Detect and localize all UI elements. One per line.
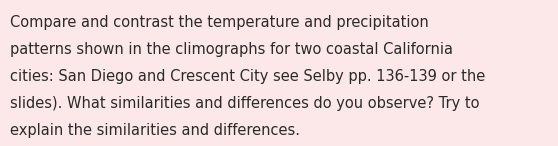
Text: cities: San Diego and Crescent City see Selby pp. 136-139 or the: cities: San Diego and Crescent City see … bbox=[10, 69, 485, 84]
Text: slides). What similarities and differences do you observe? Try to: slides). What similarities and differenc… bbox=[10, 96, 479, 111]
Text: Compare and contrast the temperature and precipitation: Compare and contrast the temperature and… bbox=[10, 15, 429, 30]
Text: explain the similarities and differences.: explain the similarities and differences… bbox=[10, 123, 300, 138]
Text: patterns shown in the climographs for two coastal California: patterns shown in the climographs for tw… bbox=[10, 42, 453, 57]
